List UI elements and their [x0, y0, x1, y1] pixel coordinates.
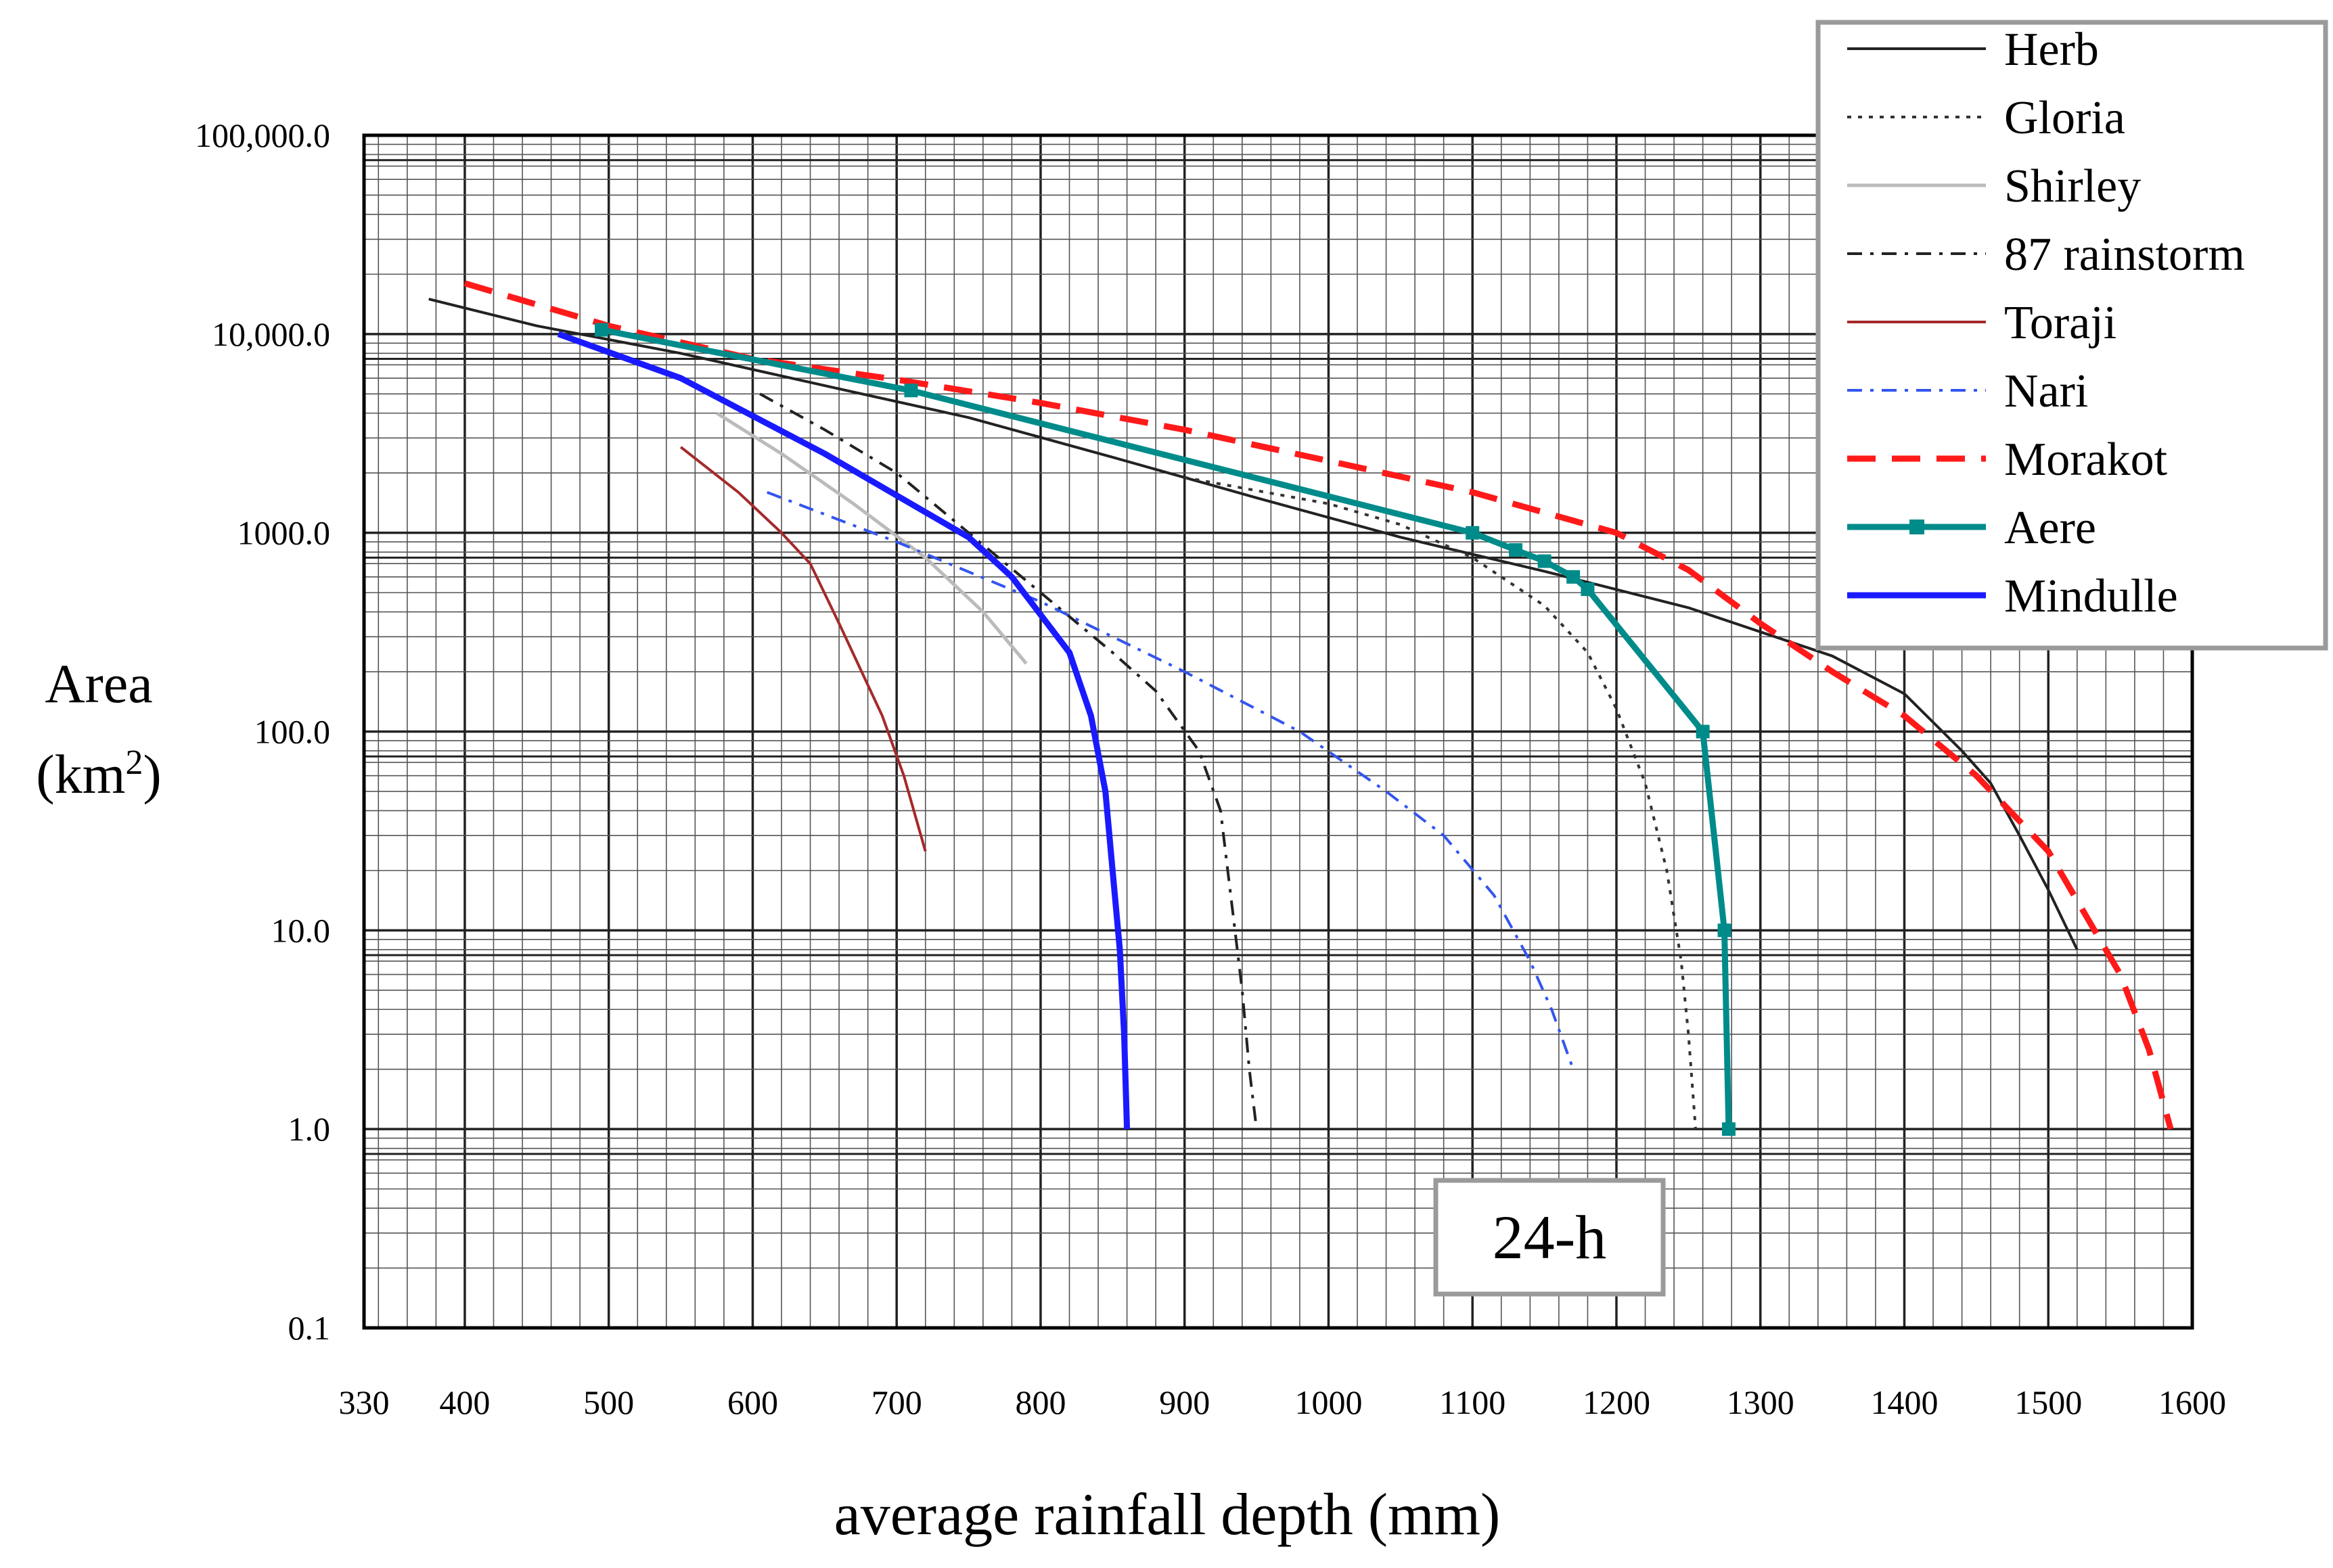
data-point-aere — [1466, 526, 1480, 540]
y-axis-label-unit: (km2) — [36, 743, 161, 806]
data-point-aere — [1509, 543, 1523, 557]
series-nari — [766, 490, 1575, 1070]
plot-frame — [362, 133, 2194, 1330]
series-line-toraji — [679, 446, 927, 852]
series-gloria — [1184, 476, 1697, 1130]
data-point-aere — [1537, 554, 1551, 568]
legend-label-herb: Herb — [2004, 24, 2099, 76]
y-tick-label: 1.0 — [288, 1110, 331, 1148]
legend-marker-aere — [1909, 520, 1924, 534]
x-tick-label: 700 — [871, 1383, 922, 1421]
data-point-aere — [1566, 570, 1581, 584]
x-tick-label: 600 — [727, 1383, 778, 1421]
legend-label-morakot: Morakot — [2004, 434, 2168, 486]
legend-item-morakot: Morakot — [1847, 434, 2168, 486]
legend-label-gloria: Gloria — [2004, 92, 2125, 144]
legend-item-aere: Aere — [1847, 502, 2096, 554]
data-point-aere — [1581, 582, 1595, 597]
legend-label-87-rainstorm: 87 rainstorm — [2004, 229, 2245, 281]
data-point-aere — [1696, 724, 1710, 739]
legend-item-toraji: Toraji — [1847, 297, 2116, 349]
legend-label-mindulle: Mindulle — [2004, 570, 2178, 622]
x-tick-label: 400 — [439, 1383, 490, 1421]
series-morakot — [463, 280, 2174, 1130]
legend-label-aere: Aere — [2004, 502, 2096, 554]
series-line-morakot — [463, 280, 2174, 1130]
y-tick-label: 100.0 — [254, 713, 331, 751]
series-toraji — [679, 446, 927, 852]
x-tick-label: 330 — [339, 1383, 390, 1421]
x-tick-label: 1400 — [1870, 1383, 1938, 1421]
legend-item-gloria: Gloria — [1847, 92, 2125, 144]
data-point-aere — [904, 384, 918, 398]
y-tick-labels: 0.1 1.0 10.0 100.0 1000.0 10,000.0 100,000.0 — [195, 116, 330, 1347]
legend-item-nari: Nari — [1847, 365, 2088, 417]
series-shirley — [715, 411, 1028, 665]
series-lines — [428, 280, 2174, 1136]
x-tick-label: 500 — [583, 1383, 634, 1421]
series-line-shirley — [715, 411, 1028, 665]
series-line-87-rainstorm — [759, 392, 1259, 1130]
x-tick-label: 1500 — [2014, 1383, 2082, 1421]
y-axis-label: Area (km2) — [36, 653, 161, 805]
legend-label-nari: Nari — [2004, 365, 2088, 417]
legend-item-herb: Herb — [1847, 24, 2099, 76]
x-tick-label: 1000 — [1294, 1383, 1362, 1421]
series-line-nari — [766, 490, 1575, 1070]
x-tick-label: 1600 — [2158, 1383, 2226, 1421]
y-tick-label: 100,000.0 — [195, 116, 330, 154]
x-axis-label: average rainfall depth (mm) — [834, 1482, 1501, 1548]
data-point-aere — [595, 323, 609, 337]
x-tick-label: 800 — [1015, 1383, 1066, 1421]
series-line-gloria — [1184, 476, 1697, 1130]
x-tick-label: 1100 — [1439, 1383, 1505, 1421]
annotation-24h: 24-h — [1493, 1203, 1607, 1272]
data-point-aere — [1721, 1122, 1736, 1136]
data-point-aere — [1717, 923, 1731, 938]
legend-item-shirley: Shirley — [1847, 160, 2141, 212]
x-tick-labels: 330 400 500 600 700 800 900 1000 1100 1200 1300 140… — [339, 1383, 2227, 1421]
legend-label-shirley: Shirley — [2004, 160, 2141, 212]
y-tick-label: 0.1 — [288, 1309, 331, 1347]
legend-item-87-rainstorm: 87 rainstorm — [1847, 229, 2245, 281]
y-axis-label-main: Area — [45, 653, 152, 714]
series-aere — [595, 323, 1736, 1136]
y-tick-label: 10,000.0 — [212, 315, 330, 353]
x-tick-label: 900 — [1159, 1383, 1210, 1421]
legend-item-mindulle: Mindulle — [1847, 570, 2178, 622]
y-tick-label: 10.0 — [271, 911, 331, 949]
y-tick-label: 1000.0 — [237, 514, 331, 552]
x-tick-label: 1300 — [1727, 1383, 1794, 1421]
x-tick-label: 1200 — [1583, 1383, 1650, 1421]
legend-box — [1815, 20, 2328, 651]
legend: Herb Gloria Shirley 87 rainstorm Toraji Nari M… — [1815, 20, 2328, 651]
legend-label-toraji: Toraji — [2004, 297, 2116, 349]
series-herb — [428, 298, 2079, 950]
series-line-herb — [428, 298, 2079, 950]
series-87-rainstorm — [759, 392, 1259, 1130]
series-line-mindulle — [557, 331, 1131, 1130]
series-line-aere — [601, 327, 1732, 1130]
annotation-box: 24-h — [1433, 1178, 1666, 1297]
series-mindulle — [557, 331, 1131, 1130]
